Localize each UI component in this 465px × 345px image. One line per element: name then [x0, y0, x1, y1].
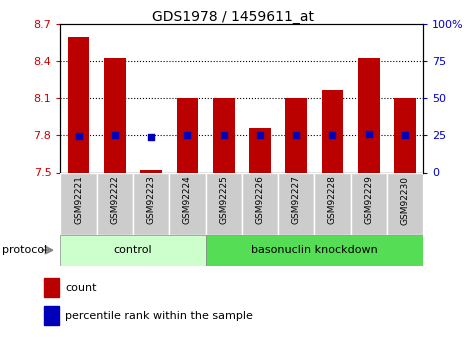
Point [329, 133, 336, 138]
Point [220, 133, 227, 138]
Point [365, 131, 372, 136]
Text: GSM92224: GSM92224 [183, 176, 192, 224]
Point [184, 133, 191, 138]
Text: GSM92221: GSM92221 [74, 176, 83, 225]
FancyBboxPatch shape [133, 172, 169, 235]
Text: GSM92223: GSM92223 [146, 176, 156, 225]
Point [292, 133, 300, 138]
Text: GSM92227: GSM92227 [292, 176, 301, 225]
Text: protocol: protocol [2, 245, 47, 255]
Bar [322, 90, 343, 172]
FancyBboxPatch shape [206, 172, 242, 235]
Bar [286, 98, 307, 172]
Point [401, 133, 409, 138]
Text: basonuclin knockdown: basonuclin knockdown [251, 245, 378, 255]
Bar [68, 37, 89, 172]
Text: GDS1978 / 1459611_at: GDS1978 / 1459611_at [152, 10, 313, 24]
Text: GSM92222: GSM92222 [110, 176, 120, 224]
Text: GSM92230: GSM92230 [400, 176, 410, 225]
FancyBboxPatch shape [60, 172, 97, 235]
Bar [140, 170, 162, 172]
FancyBboxPatch shape [97, 172, 133, 235]
Bar [213, 98, 234, 172]
FancyBboxPatch shape [60, 235, 206, 266]
FancyBboxPatch shape [314, 172, 351, 235]
Bar [249, 128, 271, 172]
FancyBboxPatch shape [242, 172, 278, 235]
Text: GSM92225: GSM92225 [219, 176, 228, 225]
Bar [394, 98, 416, 172]
FancyBboxPatch shape [206, 235, 423, 266]
Bar [358, 58, 379, 172]
Text: control: control [113, 245, 153, 255]
FancyBboxPatch shape [169, 172, 206, 235]
Text: GSM92226: GSM92226 [255, 176, 265, 225]
Text: GSM92228: GSM92228 [328, 176, 337, 225]
FancyBboxPatch shape [351, 172, 387, 235]
Text: percentile rank within the sample: percentile rank within the sample [65, 310, 253, 321]
FancyBboxPatch shape [278, 172, 314, 235]
Bar [104, 58, 126, 172]
Bar [44, 278, 59, 297]
Bar [44, 306, 59, 325]
Point [75, 133, 82, 139]
Text: count: count [65, 283, 97, 293]
Bar [177, 98, 198, 172]
Point [256, 133, 264, 138]
Point [111, 133, 119, 138]
Point [147, 135, 155, 140]
FancyBboxPatch shape [387, 172, 423, 235]
Text: GSM92229: GSM92229 [364, 176, 373, 225]
